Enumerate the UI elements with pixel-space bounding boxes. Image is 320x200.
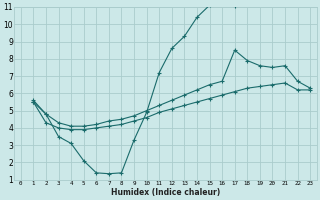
- X-axis label: Humidex (Indice chaleur): Humidex (Indice chaleur): [111, 188, 220, 197]
